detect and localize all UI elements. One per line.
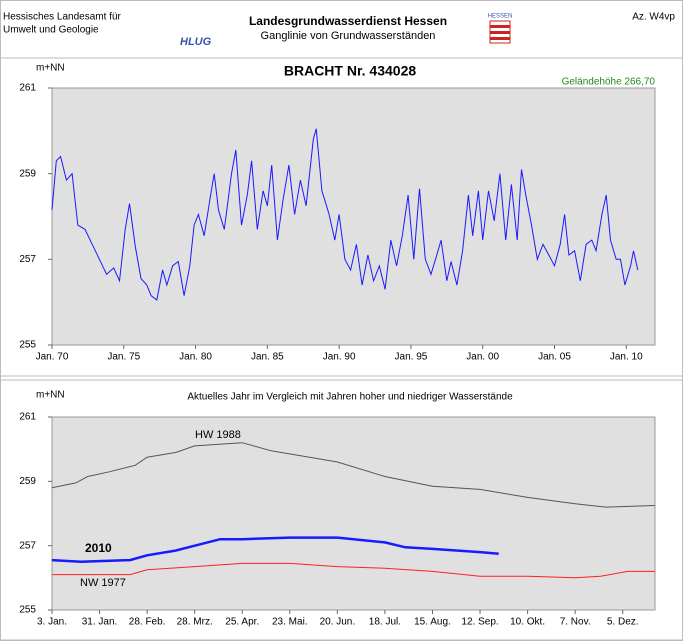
service-title: Landesgrundwasserdienst Hessen — [249, 14, 447, 28]
service-subtitle: Ganglinie von Grundwasserständen — [261, 30, 436, 42]
state-logo-text: HESSEN — [488, 14, 513, 20]
x-tick-label: 12. Sep. — [461, 617, 498, 628]
x-tick-label: Jan. 95 — [395, 352, 428, 363]
x-tick-label: 31. Jan. — [82, 617, 118, 628]
x-tick-label: Jan. 90 — [323, 352, 356, 363]
crest-stripe — [490, 31, 510, 34]
x-tick-label: Jan. 85 — [251, 352, 284, 363]
state-logo — [489, 20, 511, 44]
plot-area — [51, 416, 656, 611]
x-tick-label: 18. Jul. — [369, 617, 401, 628]
org-line1: Hessisches Landesamt für — [3, 12, 122, 23]
x-tick-label: 25. Apr. — [225, 617, 259, 628]
x-tick-label: Jan. 70 — [36, 352, 69, 363]
x-tick-label: 10. Okt. — [510, 617, 545, 628]
data-line — [51, 128, 639, 301]
x-tick-label: 28. Feb. — [129, 617, 166, 628]
x-tick-label: 7. Nov. — [560, 617, 591, 628]
chart-title: BRACHT Nr. 434028 — [284, 63, 416, 79]
reference: Az. W4vp — [632, 12, 675, 23]
series-label: NW 1977 — [80, 577, 126, 589]
data-line — [52, 562, 655, 579]
x-tick-label: Jan. 05 — [538, 352, 571, 363]
x-tick-label: Jan. 10 — [610, 352, 643, 363]
crest-stripe — [490, 37, 510, 40]
x-tick-label: 20. Jun. — [320, 617, 356, 628]
x-tick-label: 15. Aug. — [414, 617, 451, 628]
x-tick-label: Jan. 80 — [179, 352, 212, 363]
chart-subtitle: Aktuelles Jahr im Vergleich mit Jahren h… — [187, 392, 513, 403]
y-tick-label: 261 — [19, 412, 36, 423]
y-tick-label: 255 — [19, 605, 36, 616]
crest-stripe — [490, 25, 510, 28]
x-tick-label: 23. Mai. — [272, 617, 308, 628]
y-tick-label: 257 — [19, 254, 36, 265]
y-tick-label: 259 — [19, 476, 36, 487]
annotation: Geländehöhe 266,70 — [562, 77, 656, 88]
y-axis-label: m+NN — [36, 63, 65, 74]
y-tick-label: 261 — [19, 83, 36, 94]
org-line2: Umwelt und Geologie — [3, 25, 99, 36]
logo-hlug: HLUG — [180, 36, 212, 48]
series-label: HW 1988 — [195, 429, 241, 441]
x-tick-label: Jan. 00 — [466, 352, 499, 363]
series-label: 2010 — [85, 541, 112, 555]
y-axis-label: m+NN — [36, 390, 65, 401]
x-tick-label: 5. Dez. — [607, 617, 639, 628]
y-tick-label: 255 — [19, 340, 36, 351]
data-line — [51, 442, 656, 508]
y-tick-label: 259 — [19, 168, 36, 179]
y-tick-label: 257 — [19, 540, 36, 551]
plot-area — [51, 87, 656, 346]
x-tick-label: Jan. 75 — [107, 352, 140, 363]
x-tick-label: 3. Jan. — [37, 617, 67, 628]
data-line — [51, 536, 499, 564]
x-tick-label: 28. Mrz. — [177, 617, 213, 628]
